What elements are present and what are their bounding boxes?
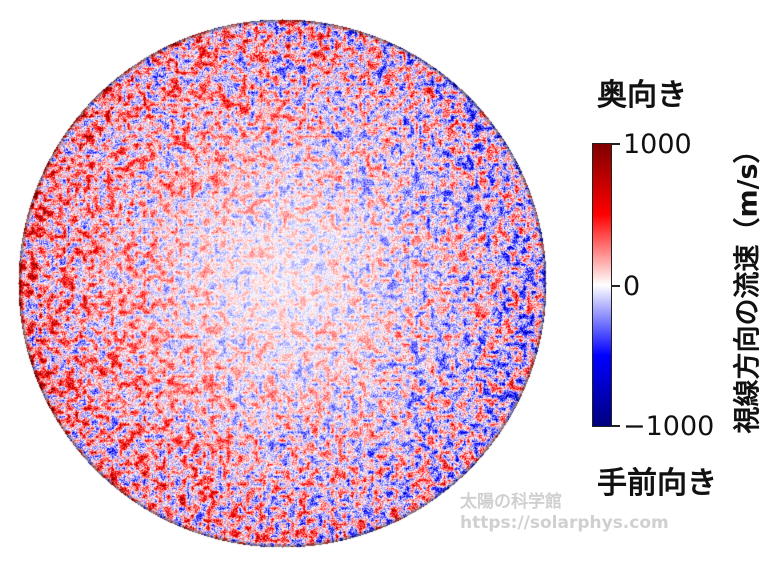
colorbar-tick-max (612, 143, 620, 145)
colorbar (592, 143, 612, 427)
colorbar-tick-zero (612, 285, 620, 287)
colorbar-tick-label-max: 1000 (623, 129, 692, 160)
away-label: 奥向き (597, 78, 687, 113)
colorbar-tick-min (612, 425, 620, 427)
watermark-name: 太陽の科学館 (460, 492, 562, 512)
toward-label: 手前向き (597, 466, 717, 501)
colorbar-title: 視線方向の流速（m/s） (732, 136, 764, 434)
watermark-url: https://solarphys.com (460, 513, 669, 533)
colorbar-tick-label-min: −1000 (623, 411, 715, 442)
colorbar-tick-label-zero: 0 (623, 271, 641, 302)
